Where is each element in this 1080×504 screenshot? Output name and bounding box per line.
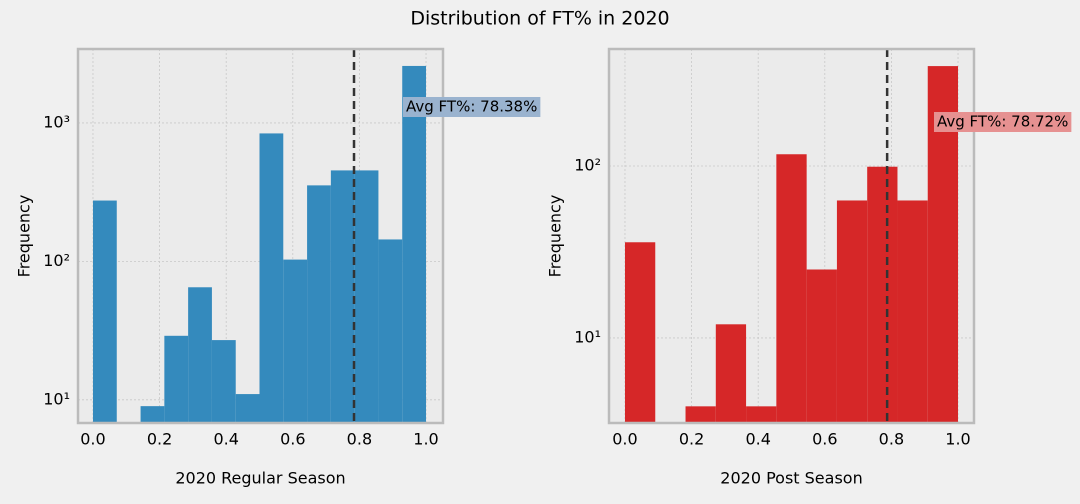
x-axis-label: 2020 Post Season bbox=[720, 469, 862, 488]
x-tick-label: 0.6 bbox=[812, 430, 837, 449]
bar bbox=[235, 394, 260, 423]
annotation-box bbox=[934, 112, 1072, 132]
x-tick-label: 0.2 bbox=[679, 430, 704, 449]
bar bbox=[867, 166, 898, 423]
bar bbox=[354, 170, 379, 423]
y-tick-label: 10¹ bbox=[574, 327, 601, 346]
x-tick-label: 0.0 bbox=[612, 430, 637, 449]
x-axis-label: 2020 Regular Season bbox=[175, 469, 345, 488]
x-tick-label: 0.2 bbox=[147, 430, 172, 449]
bar bbox=[307, 185, 331, 423]
annotation: Avg FT%: 78.72% bbox=[937, 113, 1068, 131]
annotation-box bbox=[403, 97, 541, 117]
bar bbox=[685, 406, 716, 423]
annotation: Avg FT%: 78.38% bbox=[406, 98, 537, 116]
x-tick-label: 1.0 bbox=[945, 430, 970, 449]
x-tick-label: 0.0 bbox=[80, 430, 105, 449]
y-tick-label: 10² bbox=[43, 251, 70, 270]
bar bbox=[283, 259, 308, 423]
y-tick-label: 10³ bbox=[43, 112, 70, 131]
x-tick-label: 0.4 bbox=[213, 430, 238, 449]
plot-frame bbox=[607, 47, 976, 425]
y-tick-label: 10² bbox=[574, 155, 601, 174]
bar bbox=[188, 287, 212, 423]
bar bbox=[715, 324, 747, 423]
y-axis-label: Frequency bbox=[546, 195, 565, 278]
bar bbox=[211, 340, 236, 423]
bar bbox=[776, 154, 807, 423]
bar bbox=[836, 200, 868, 423]
x-tick-label: 0.8 bbox=[347, 430, 372, 449]
bar bbox=[897, 200, 928, 423]
bar bbox=[330, 170, 355, 423]
figure-title: Distribution of FT% in 2020 bbox=[410, 8, 669, 30]
bar bbox=[140, 406, 165, 423]
y-axis-label: Frequency bbox=[15, 195, 34, 278]
plot-frame bbox=[76, 47, 445, 425]
bar bbox=[92, 200, 117, 423]
bar bbox=[806, 269, 837, 423]
bar bbox=[259, 133, 284, 423]
bar bbox=[378, 239, 403, 423]
bar bbox=[746, 406, 777, 423]
x-tick-label: 0.6 bbox=[280, 430, 305, 449]
bar bbox=[624, 242, 656, 423]
y-tick-label: 10¹ bbox=[43, 389, 70, 408]
x-tick-label: 1.0 bbox=[413, 430, 438, 449]
bar bbox=[164, 335, 189, 423]
x-tick-label: 0.4 bbox=[745, 430, 770, 449]
x-tick-label: 0.8 bbox=[879, 430, 904, 449]
bar bbox=[402, 65, 427, 423]
